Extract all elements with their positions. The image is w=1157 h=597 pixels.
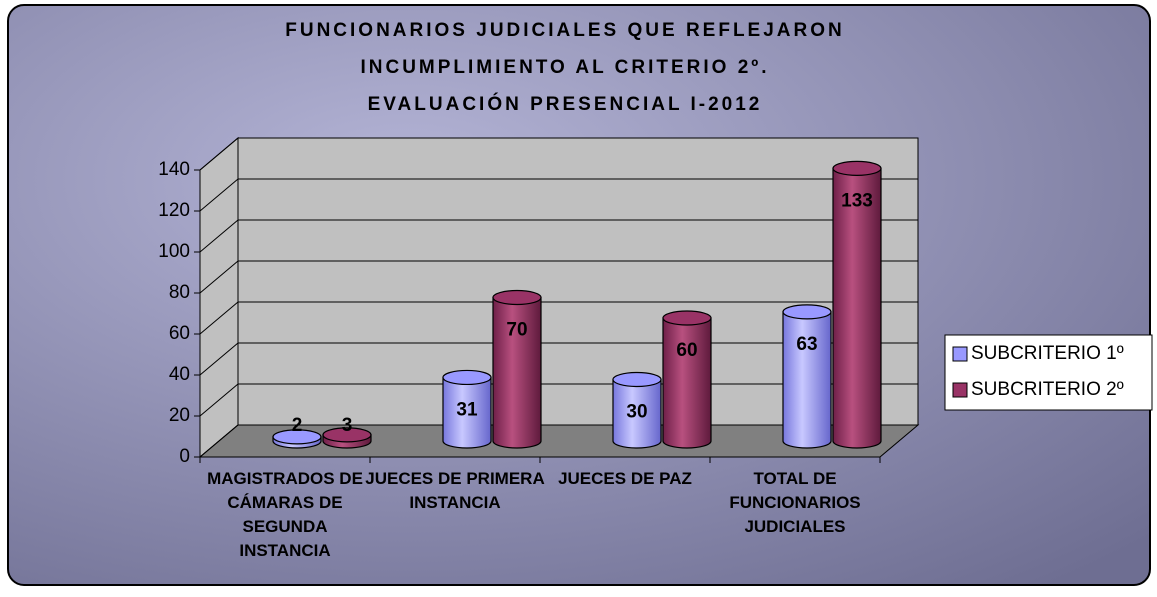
data-label: 70 [506, 320, 527, 341]
bar-top [832, 160, 882, 176]
x-label-box: JUECES DE PRIMERA INSTANCIA [365, 469, 545, 512]
bar-group [662, 310, 712, 449]
data-label: 60 [676, 340, 697, 361]
data-label: 31 [456, 399, 478, 420]
bar-group [782, 304, 832, 449]
grid-line [199, 301, 918, 335]
bar [442, 376, 492, 449]
legend-label: SUBCRITERIO 2º [971, 379, 1124, 400]
bar-group [492, 289, 542, 449]
y-tick-label: 20 [169, 405, 190, 426]
bar-top [322, 427, 372, 443]
side-wall [199, 136, 239, 459]
x-tick-label: MAGISTRADOS DE CÁMARAS DE SEGUNDA INSTAN… [207, 469, 363, 560]
legend-box [944, 334, 1153, 411]
y-tick-label: 0 [179, 446, 190, 467]
x-label-box: JUECES DE PAZ [558, 469, 692, 488]
grid-line [199, 260, 918, 294]
bar-top [492, 289, 542, 306]
bar-top [272, 429, 322, 445]
data-label: 133 [841, 190, 873, 211]
bar-top [662, 310, 712, 326]
bar-group [322, 427, 372, 449]
x-tick-label: TOTAL DE FUNCIONARIOS JUDICIALES [729, 469, 861, 536]
legend-swatch [952, 346, 968, 362]
x-label-box: MAGISTRADOS DE CÁMARAS DE SEGUNDA INSTAN… [207, 469, 363, 560]
bar [612, 378, 662, 449]
chart-title: FUNCIONARIOS JUDICIALES QUE REFLEJARON I… [285, 20, 845, 115]
bar-group [272, 429, 322, 449]
y-tick-label: 120 [158, 200, 190, 221]
y-tick-label: 100 [158, 241, 190, 262]
data-label: 2 [292, 415, 303, 436]
y-tick-label: 60 [169, 323, 190, 344]
legend-label: SUBCRITERIO 1º [971, 343, 1124, 364]
data-label: 30 [626, 402, 647, 423]
bar [832, 167, 882, 449]
bar-group [442, 369, 492, 449]
bar-top [442, 369, 492, 386]
y-tick-label: 140 [158, 159, 190, 180]
x-label-box: TOTAL DE FUNCIONARIOS JUDICIALES [729, 469, 861, 536]
y-tick-label: 80 [169, 282, 190, 303]
title-box: FUNCIONARIOS JUDICIALES QUE REFLEJARON I… [285, 20, 845, 115]
legend-swatch [952, 382, 968, 398]
bar-group [832, 160, 882, 449]
grid-line [199, 178, 918, 212]
x-tick-label: JUECES DE PRIMERA INSTANCIA [365, 469, 545, 512]
data-label: 63 [796, 334, 817, 355]
bar-group [612, 371, 662, 449]
y-tick-label: 40 [169, 364, 190, 385]
data-label: 3 [342, 415, 353, 436]
bar [492, 296, 542, 449]
grid-line [199, 137, 918, 171]
bar [662, 317, 712, 449]
bar [782, 311, 832, 449]
bar-top [612, 371, 662, 388]
x-tick-label: JUECES DE PAZ [558, 469, 692, 488]
bar-top [782, 304, 832, 320]
grid-line [199, 219, 918, 253]
